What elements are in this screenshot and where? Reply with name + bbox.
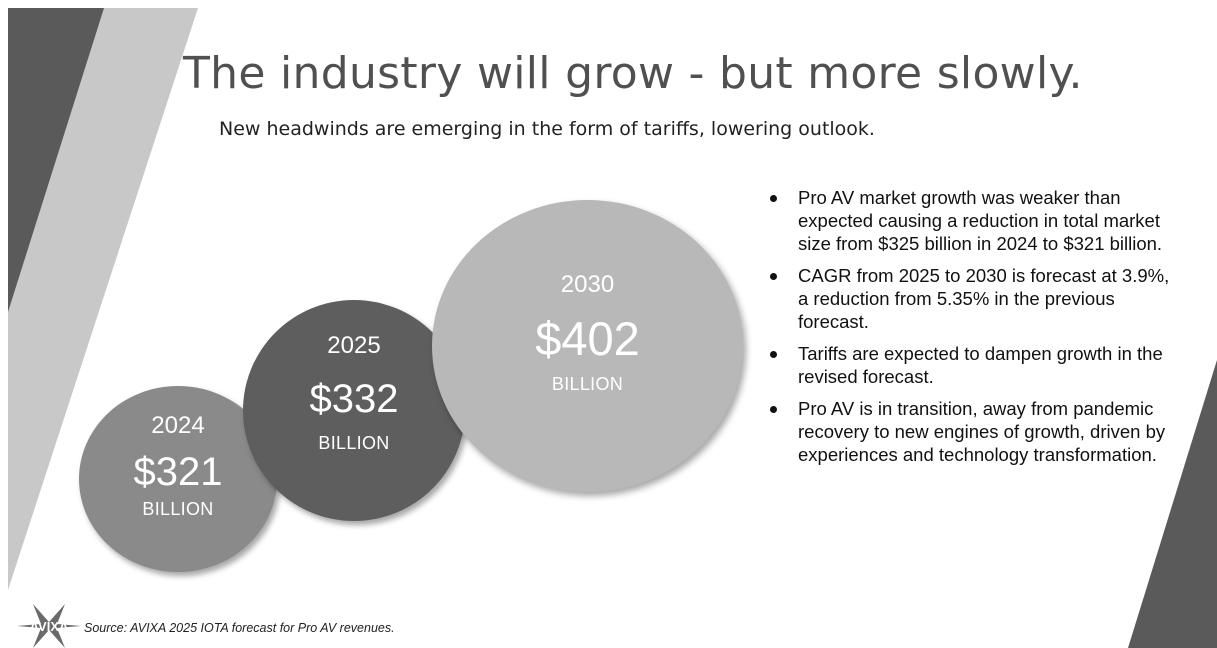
bubble-2025: 2025 $332 BILLION	[243, 300, 465, 521]
bullet-text: Pro AV is in transition, away from pande…	[798, 398, 1166, 465]
avixa-logo: AVIXA	[17, 604, 81, 648]
bubble-year: 2025	[327, 332, 381, 359]
source-note: Source: AVIXA 2025 IOTA forecast for Pro…	[84, 621, 395, 635]
bullet-list: Pro AV market growth was weaker than exp…	[770, 186, 1180, 475]
bullet-item: Tariffs are expected to dampen growth in…	[770, 342, 1180, 388]
bullet-text: Pro AV market growth was weaker than exp…	[798, 187, 1163, 254]
bullet-dot	[770, 195, 777, 202]
bubble-2030: 2030 $402 BILLION	[432, 200, 743, 492]
bullet-text: CAGR from 2025 to 2030 is forecast at 3.…	[798, 265, 1170, 332]
bubble-amount: $402	[535, 312, 640, 365]
bullet-text: Tariffs are expected to dampen growth in…	[798, 343, 1163, 387]
page-title: The industry will grow - but more slowly…	[183, 48, 1083, 99]
bullet-dot	[770, 406, 777, 413]
dark-stripe	[8, 8, 104, 312]
bullet-item: Pro AV market growth was weaker than exp…	[770, 186, 1180, 255]
corner-stripe	[1128, 360, 1217, 648]
bubble-year: 2030	[560, 271, 615, 298]
bullet-dot	[770, 273, 777, 280]
bubble-year: 2024	[151, 412, 205, 439]
bullet-item: Pro AV is in transition, away from pande…	[770, 397, 1180, 466]
bubble-unit: BILLION	[551, 374, 624, 394]
bubble-amount: $321	[133, 450, 223, 494]
bubble-unit: BILLION	[318, 433, 390, 453]
page-subtitle: New headwinds are emerging in the form o…	[219, 118, 875, 140]
bullet-item: CAGR from 2025 to 2030 is forecast at 3.…	[770, 264, 1180, 333]
bubble-unit: BILLION	[142, 499, 214, 519]
bubble-amount: $332	[309, 377, 399, 421]
bullet-dot	[770, 351, 777, 358]
logo-text: AVIXA	[30, 619, 69, 634]
